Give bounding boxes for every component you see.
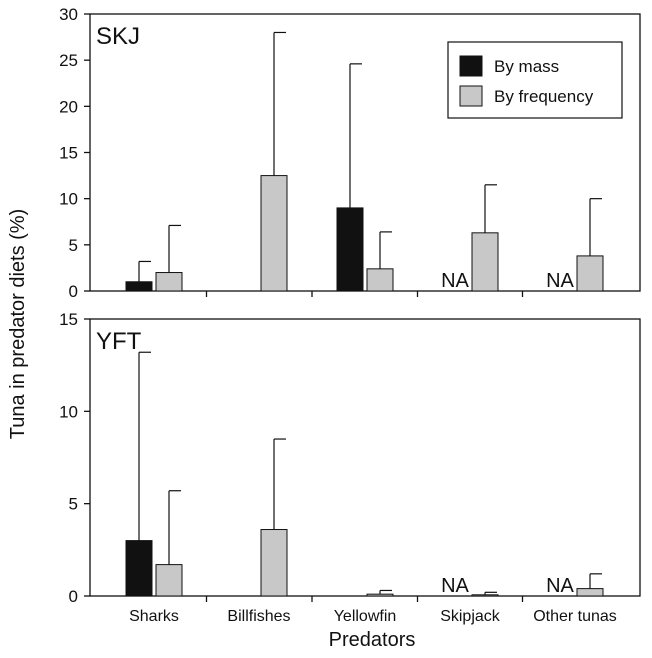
y-tick-label: 25 xyxy=(59,51,78,70)
panel-yft: 0 5 10 15 NA NA YFT Sharks Billfishes Yellowfin Sk… xyxy=(59,310,641,625)
bar-by-frequency xyxy=(576,588,604,597)
x-tick-label: Sharks xyxy=(129,608,179,625)
x-tick-label: Billfishes xyxy=(227,608,290,625)
y-tick-label: 0 xyxy=(69,282,78,301)
bar-by-mass xyxy=(125,540,153,597)
legend-swatch-by-frequency xyxy=(459,85,483,107)
legend-label: By mass xyxy=(494,57,559,76)
y-tick-label: 10 xyxy=(59,402,78,421)
na-label: NA xyxy=(441,575,469,597)
legend-label: By frequency xyxy=(494,87,594,106)
bar-by-frequency xyxy=(260,529,288,597)
bar-by-mass xyxy=(336,207,364,292)
plot-frame xyxy=(89,318,641,597)
y-tick-label: 0 xyxy=(69,587,78,606)
bar-by-frequency xyxy=(576,255,604,292)
na-label: NA xyxy=(441,270,469,292)
y-tick-label: 10 xyxy=(59,190,78,209)
y-tick-label: 5 xyxy=(69,495,78,514)
y-axis-label: Tuna in predator diets (%) xyxy=(7,209,29,439)
bar-by-mass xyxy=(125,281,153,292)
bar-by-frequency xyxy=(260,175,288,292)
na-label: NA xyxy=(546,575,574,597)
y-tick-label: 5 xyxy=(69,236,78,255)
y-tick-label: 20 xyxy=(59,97,78,116)
y-tick-label: 30 xyxy=(59,5,78,24)
bar-by-frequency xyxy=(155,564,183,597)
panel-label: SKJ xyxy=(96,23,140,50)
x-tick-label: Skipjack xyxy=(440,608,501,625)
panel-label: YFT xyxy=(96,328,142,355)
y-tick-label: 15 xyxy=(59,310,78,329)
legend-box xyxy=(447,41,623,119)
legend: By mass By frequency xyxy=(447,41,623,119)
bar-by-frequency xyxy=(366,593,394,597)
y-tick-label: 15 xyxy=(59,144,78,163)
panel-skj: 0 5 10 15 20 25 30 NA NA SKJ By mass By frequency xyxy=(59,5,641,301)
bar-by-frequency xyxy=(471,232,499,292)
x-axis-label: Predators xyxy=(329,629,416,651)
na-label: NA xyxy=(546,270,574,292)
x-tick-label: Other tunas xyxy=(533,608,617,625)
legend-swatch-by-mass xyxy=(459,55,483,77)
bar-by-frequency xyxy=(366,268,394,292)
bar-by-frequency xyxy=(155,272,183,292)
x-tick-label: Yellowfin xyxy=(334,608,397,625)
